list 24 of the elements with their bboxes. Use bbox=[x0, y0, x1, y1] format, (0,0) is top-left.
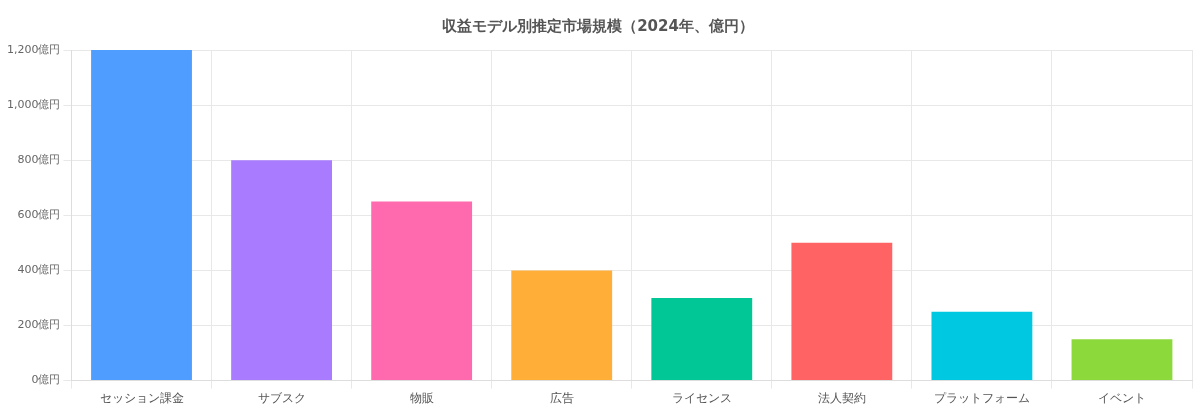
y-tick-label: 800億円 bbox=[17, 153, 61, 167]
x-tick-label: イベント bbox=[1097, 390, 1146, 405]
bar bbox=[651, 297, 753, 381]
x-tick-label: 法人契約 bbox=[817, 390, 866, 405]
bar bbox=[91, 50, 192, 381]
y-tick-label: 1,000億円 bbox=[6, 97, 61, 111]
y-tick-label: 0億円 bbox=[31, 373, 61, 387]
bar bbox=[791, 242, 893, 381]
y-tick-label: 400億円 bbox=[17, 263, 61, 277]
bar bbox=[931, 311, 1033, 381]
x-tick-label: サブスク bbox=[257, 390, 306, 405]
y-tick-label: 600億円 bbox=[17, 208, 61, 222]
bar bbox=[231, 160, 333, 381]
y-tick-label: 200億円 bbox=[17, 318, 61, 332]
bar bbox=[511, 270, 613, 381]
x-tick-label: 広告 bbox=[549, 390, 574, 405]
bar bbox=[1071, 339, 1173, 381]
x-tick-label: 物販 bbox=[409, 390, 434, 405]
bar bbox=[371, 201, 473, 381]
x-tick-label: ライセンス bbox=[671, 390, 732, 405]
x-tick-label: プラットフォーム bbox=[933, 390, 1030, 405]
x-tick-label: セッション課金 bbox=[99, 390, 184, 405]
y-tick-label: 1,200億円 bbox=[6, 42, 61, 56]
chart-title: 収益モデル別推定市場規模（2024年、億円） bbox=[442, 16, 754, 35]
